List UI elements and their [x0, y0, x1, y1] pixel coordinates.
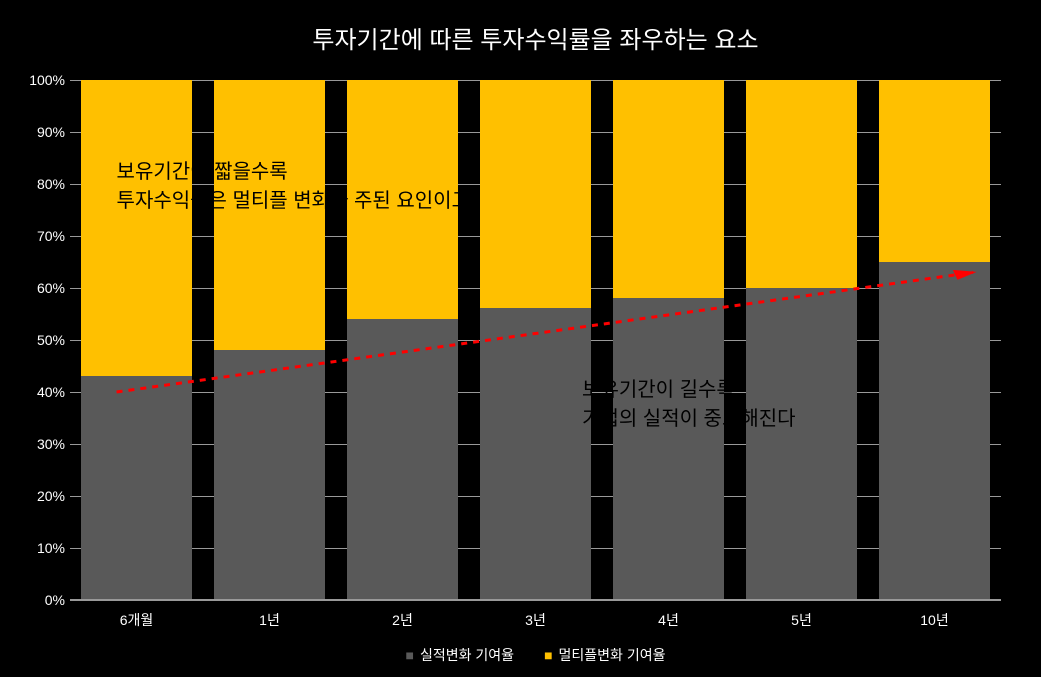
bar-segment-top — [81, 80, 193, 376]
bar-segment-top — [613, 80, 725, 298]
chart-title: 투자기간에 따른 투자수익률을 좌우하는 요소 — [70, 20, 1001, 55]
x-tick-label: 2년 — [347, 610, 459, 630]
bar-segment-bottom — [81, 376, 193, 599]
legend-label: 멀티플변화 기여율 — [559, 645, 666, 665]
annotation-text: 보유기간이 짧을수록투자수익률은 멀티플 변화가 주된 요인이고 — [117, 158, 470, 216]
bar-segment-top — [746, 80, 858, 288]
bar-segment-bottom — [746, 288, 858, 599]
x-tick-label: 1년 — [214, 610, 326, 630]
y-axis: 0%10%20%30%40%50%60%70%80%90%100% — [15, 80, 65, 600]
bar-segment-bottom — [613, 298, 725, 599]
bar-group — [879, 80, 991, 599]
bar-group — [613, 80, 725, 599]
y-tick-label: 60% — [15, 280, 65, 296]
bar-segment-top — [879, 80, 991, 262]
legend-marker: ■ — [544, 647, 552, 663]
y-tick-label: 100% — [15, 72, 65, 88]
y-tick-label: 30% — [15, 436, 65, 452]
bar-group — [480, 80, 592, 599]
y-tick-label: 70% — [15, 228, 65, 244]
x-tick-label: 4년 — [613, 610, 725, 630]
y-tick-label: 50% — [15, 332, 65, 348]
bar-segment-bottom — [879, 262, 991, 599]
y-tick-label: 40% — [15, 384, 65, 400]
y-tick-label: 80% — [15, 176, 65, 192]
x-tick-label: 5년 — [746, 610, 858, 630]
y-tick-label: 90% — [15, 124, 65, 140]
bar-segment-bottom — [214, 350, 326, 599]
grid-line — [70, 600, 1001, 601]
bar-segment-bottom — [480, 308, 592, 599]
legend-item: ■ 멀티플변화 기여율 — [544, 645, 665, 665]
x-tick-label: 3년 — [480, 610, 592, 630]
bar-group — [746, 80, 858, 599]
legend: ■ 실적변화 기여율 ■ 멀티플변화 기여율 — [70, 645, 1001, 665]
x-axis-labels: 6개월 1년 2년 3년 4년 5년 10년 — [70, 610, 1001, 630]
y-tick-label: 20% — [15, 488, 65, 504]
annotation-text: 보유기간이 길수록기업의 실적이 중요해진다 — [582, 376, 796, 434]
chart-container: 투자기간에 따른 투자수익률을 좌우하는 요소 0%10%20%30%40%50… — [0, 0, 1041, 677]
y-tick-label: 10% — [15, 540, 65, 556]
y-tick-label: 0% — [15, 592, 65, 608]
bar-segment-top — [480, 80, 592, 308]
legend-marker: ■ — [406, 647, 414, 663]
legend-label: 실적변화 기여율 — [420, 645, 514, 665]
x-tick-label: 10년 — [879, 610, 991, 630]
legend-item: ■ 실적변화 기여율 — [406, 645, 515, 665]
x-tick-label: 6개월 — [81, 610, 193, 630]
bar-segment-bottom — [347, 319, 459, 599]
plot-area: 0%10%20%30%40%50%60%70%80%90%100% 보유기간이 … — [70, 80, 1001, 600]
